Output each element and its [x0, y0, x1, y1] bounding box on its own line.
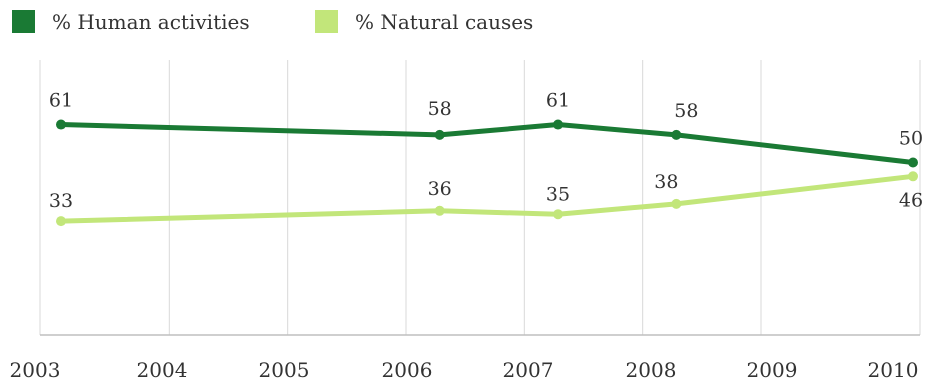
- data-label: 38: [654, 171, 678, 193]
- x-tick-label: 2004: [137, 358, 188, 382]
- data-point: [908, 157, 918, 168]
- x-axis: 2003 2004 2005 2006 2007 2008 2009 2010: [10, 334, 920, 382]
- x-tick-label: 2009: [747, 358, 798, 382]
- data-point: [671, 198, 682, 209]
- data-label: 61: [546, 90, 570, 112]
- legend-label-human: % Human activities: [52, 10, 250, 34]
- series-line: [58, 122, 916, 165]
- legend-label-natural: % Natural causes: [355, 10, 533, 34]
- data-point: [434, 205, 445, 216]
- data-point: [671, 129, 682, 140]
- data-point: [908, 171, 918, 182]
- data-label: 35: [546, 183, 570, 205]
- data-label: 61: [49, 90, 73, 112]
- grid: [39, 60, 921, 335]
- x-tick-label: 2007: [503, 358, 554, 382]
- x-tick-label: 2003: [10, 358, 61, 382]
- data-label: 50: [899, 128, 923, 150]
- legend: % Human activities % Natural causes: [12, 10, 533, 34]
- data-point: [56, 216, 66, 227]
- data-label: 36: [428, 178, 452, 200]
- x-tick-label: 2010: [868, 358, 919, 382]
- x-tick-label: 2006: [382, 358, 433, 382]
- x-tick-label: 2008: [626, 358, 677, 382]
- data-label: 58: [674, 100, 698, 122]
- data-point: [553, 209, 563, 220]
- data-label: 33: [49, 190, 73, 212]
- data-point: [553, 119, 563, 130]
- x-tick-label: 2005: [259, 358, 310, 382]
- series-layer: 61 58 61 58 50 33 36 35 38 46: [49, 90, 923, 227]
- legend-swatch-natural: [315, 10, 338, 33]
- data-point: [56, 119, 66, 130]
- data-label: 46: [899, 189, 923, 211]
- data-point: [434, 129, 445, 140]
- series-line: [58, 173, 916, 224]
- data-label: 58: [428, 98, 452, 120]
- legend-swatch-human: [12, 10, 35, 33]
